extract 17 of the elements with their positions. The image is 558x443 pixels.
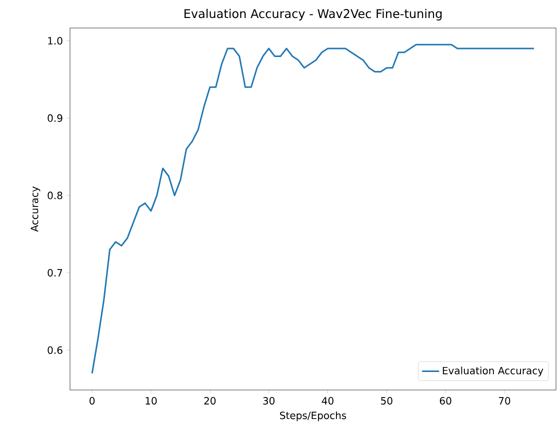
x-tick-label: 60 xyxy=(440,397,452,405)
y-tick-label: 0.7 xyxy=(48,269,62,277)
y-tick-label: 0.8 xyxy=(48,192,62,200)
x-tick-label: 70 xyxy=(498,397,510,405)
x-tick-label: 50 xyxy=(381,397,392,405)
y-axis-title: Accuracy xyxy=(30,186,40,232)
x-tick-label: 0 xyxy=(90,397,95,405)
x-tick-label: 30 xyxy=(263,397,275,405)
chart-title: Evaluation Accuracy - Wav2Vec Fine-tuning xyxy=(184,8,442,20)
y-tick-label: 0.6 xyxy=(48,346,62,354)
legend-label: Evaluation Accuracy xyxy=(442,366,544,376)
x-tick-label: 20 xyxy=(204,397,216,405)
y-tick-label: 0.9 xyxy=(48,114,62,122)
x-tick-label: 10 xyxy=(146,397,157,405)
y-tick-label: 1.0 xyxy=(48,36,62,45)
x-tick-label: 40 xyxy=(322,397,334,405)
x-axis-title: Steps/Epochs xyxy=(280,411,346,422)
